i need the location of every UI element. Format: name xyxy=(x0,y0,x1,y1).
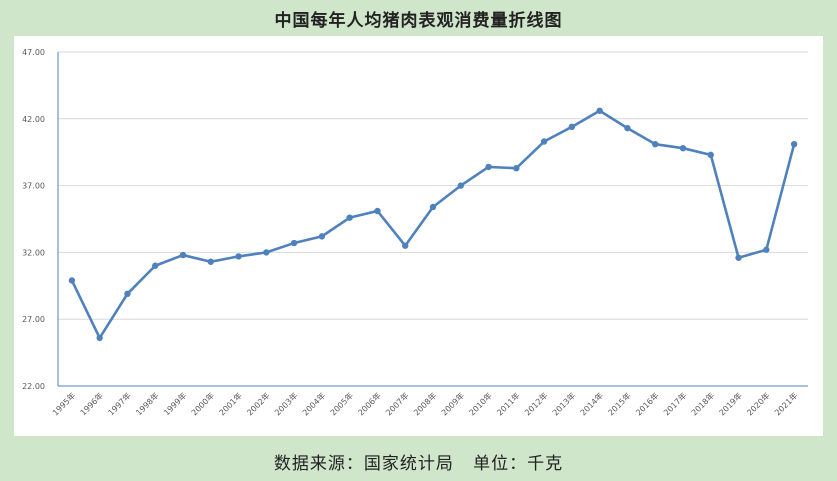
footer-note: 数据来源：国家统计局 单位：千克 xyxy=(0,449,837,474)
x-tick-label: 2019年 xyxy=(717,390,744,417)
data-point xyxy=(374,207,381,215)
series-line-path xyxy=(70,109,796,340)
x-axis: 1995年 1996年 1997年 1998年 1999年 2000年 2001年 2002年… xyxy=(50,385,808,417)
y-tick-label: 42.00 xyxy=(22,115,45,124)
data-point xyxy=(624,124,631,132)
data-point xyxy=(290,239,298,247)
x-tick-label: 1995年 xyxy=(50,390,77,417)
data-point xyxy=(763,246,770,253)
data-point xyxy=(540,138,548,145)
x-tick-label: 2005年 xyxy=(328,390,355,417)
y-tick-label: 22.00 xyxy=(22,382,45,391)
x-tick-label: 2021年 xyxy=(772,390,799,417)
data-point xyxy=(318,233,326,240)
data-point xyxy=(457,182,464,189)
data-point xyxy=(152,262,159,269)
data-point xyxy=(346,214,353,221)
data-point xyxy=(735,254,742,261)
data-point xyxy=(429,203,437,211)
y-tick-label: 37.00 xyxy=(22,182,45,191)
series-line xyxy=(68,107,798,342)
data-point xyxy=(68,277,76,284)
data-point xyxy=(179,251,187,259)
unit-label: 单位：千克 xyxy=(473,454,564,474)
x-tick-label: 2016年 xyxy=(634,390,661,417)
data-point xyxy=(207,258,214,265)
line-chart: 22.00 27.00 32.00 37.00 42.00 47.00 1995年 1996… xyxy=(22,48,808,417)
x-tick-label: 1996年 xyxy=(78,390,105,417)
chart-title: 中国每年人均猪肉表观消费量折线图 xyxy=(274,11,563,31)
data-point xyxy=(596,107,603,114)
data-point xyxy=(790,140,798,148)
data-point xyxy=(707,151,714,159)
y-tick-label: 27.00 xyxy=(22,315,45,324)
data-source: 数据来源：国家统计局 xyxy=(273,454,454,474)
data-point xyxy=(485,163,492,171)
x-tick-label: 2014年 xyxy=(578,390,605,417)
x-tick-label: 1998年 xyxy=(134,390,161,417)
x-tick-label: 2009年 xyxy=(439,390,466,417)
x-tick-label: 2010年 xyxy=(467,390,494,417)
x-tick-label: 2001年 xyxy=(217,390,244,417)
x-tick-label: 2008年 xyxy=(411,390,438,417)
x-tick-label: 2018年 xyxy=(689,390,716,417)
data-point xyxy=(568,123,576,131)
x-tick-label: 2002年 xyxy=(245,390,272,417)
x-tick-label: 2003年 xyxy=(272,390,299,417)
data-point xyxy=(235,253,242,260)
data-point xyxy=(402,242,409,249)
gridlines xyxy=(58,51,808,387)
x-tick-label: 2007年 xyxy=(384,390,411,417)
data-point xyxy=(263,249,270,256)
x-tick-label: 1997年 xyxy=(106,390,133,417)
x-tick-label: 2013年 xyxy=(550,390,577,417)
data-point xyxy=(513,165,520,172)
x-tick-label: 2012年 xyxy=(522,390,549,417)
x-tick-label: 2006年 xyxy=(356,390,383,417)
x-tick-label: 1999年 xyxy=(161,390,188,417)
x-tick-label: 2015年 xyxy=(606,390,633,417)
x-tick-label: 2020年 xyxy=(745,390,772,417)
x-tick-label: 2017年 xyxy=(661,390,688,417)
y-tick-label: 32.00 xyxy=(22,248,45,257)
y-tick-label: 47.00 xyxy=(22,48,45,57)
x-tick-label: 2011年 xyxy=(495,390,522,417)
data-point xyxy=(679,144,687,152)
y-axis: 22.00 27.00 32.00 37.00 42.00 47.00 xyxy=(22,48,59,391)
data-point xyxy=(96,334,103,342)
x-tick-label: 2004年 xyxy=(300,390,327,417)
x-tick-label: 2000年 xyxy=(189,390,216,417)
plot-panel: 22.00 27.00 32.00 37.00 42.00 47.00 1995年 1996… xyxy=(14,36,823,436)
data-point xyxy=(124,290,131,298)
data-point xyxy=(652,140,659,148)
